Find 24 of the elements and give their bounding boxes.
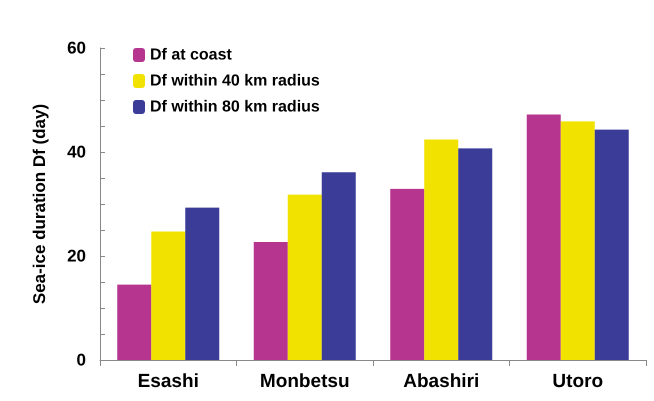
legend-label: Df within 80 km radius <box>150 98 320 116</box>
y-tick-label: 40 <box>67 142 86 162</box>
bar <box>322 172 356 360</box>
bar <box>458 148 492 360</box>
x-tick-label: Monbetsu <box>260 371 350 392</box>
x-tick-label: Abashiri <box>403 371 480 392</box>
bar <box>390 188 424 360</box>
bar <box>594 130 629 360</box>
y-tick-label: 20 <box>67 246 86 266</box>
x-tick-label: Esashi <box>138 371 199 392</box>
bar <box>288 194 322 360</box>
bar <box>151 232 186 360</box>
y-tick-label: 0 <box>76 350 86 370</box>
bar <box>424 140 458 360</box>
y-tick-label: 60 <box>67 38 86 58</box>
bar <box>254 242 288 360</box>
x-tick-label: Utoro <box>552 371 604 392</box>
legend-label: Df within 40 km radius <box>150 72 320 90</box>
bar <box>185 208 220 360</box>
legend-label: Df at coast <box>150 46 232 64</box>
bar <box>117 284 152 360</box>
bar <box>526 114 561 360</box>
bar <box>560 121 595 360</box>
y-axis-title: Sea-ice duration Df (day) <box>30 104 49 304</box>
